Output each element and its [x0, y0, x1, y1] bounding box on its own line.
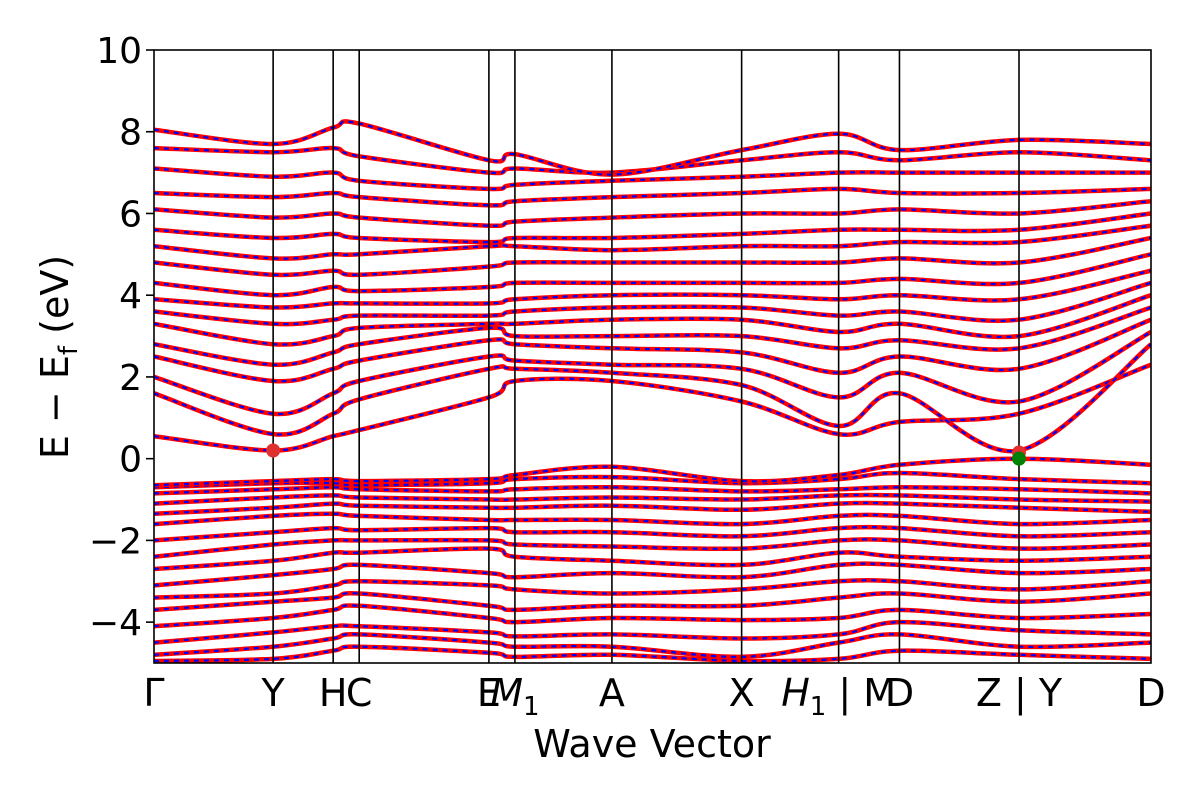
band-28-spin-up [154, 198, 1151, 229]
y-tick-label-0: 10 [96, 31, 142, 72]
y-tick-label-3: 4 [119, 276, 142, 317]
y-tick-label-1: 8 [119, 113, 142, 154]
cbm-marker-0 [266, 443, 281, 458]
band-7-spin-up [154, 546, 1151, 572]
band-13-spin-down [154, 486, 1151, 495]
y-axis-title-unit: (eV) [33, 255, 77, 334]
band-9-spin-down [154, 526, 1151, 542]
y-axis-title-sub: f [54, 345, 84, 355]
band-14-spin-down [154, 471, 1151, 489]
x-axis-title: Wave Vector [533, 722, 771, 766]
y-tick-label-5: 0 [119, 440, 142, 481]
band-10-spin-down [154, 512, 1151, 526]
band-2-spin-down [154, 620, 1151, 644]
band-11-spin-down [154, 501, 1151, 515]
band-32-spin-up [154, 119, 1151, 177]
x-tick-label-10: Z | Y [976, 671, 1063, 716]
x-tick-label-2: H [319, 671, 348, 715]
band-4-spin-down [154, 592, 1151, 612]
y-axis-title: E − Ef (eV) [33, 255, 84, 459]
x-tick-label-7: X [729, 671, 755, 715]
band-29-spin-up [154, 186, 1151, 208]
band-29-spin-down [154, 187, 1151, 207]
band-32-spin-down [154, 120, 1151, 176]
y-tick-label-2: 6 [119, 194, 142, 235]
band-10-spin-up [154, 511, 1151, 527]
band-13-spin-up [154, 484, 1151, 496]
bands-layer [154, 119, 1151, 663]
y-tick-label-6: −2 [89, 521, 142, 562]
y-tick-label-4: 2 [119, 358, 142, 399]
x-tick-label-8: H1 | M [781, 671, 896, 722]
band-2-spin-up [154, 619, 1151, 645]
band-19-spin-down [154, 318, 1151, 383]
band-12-spin-down [154, 493, 1151, 505]
y-axis-title-main: E − E [33, 355, 77, 459]
band-edge-markers-layer [266, 443, 1026, 466]
band-5-spin-down [154, 579, 1151, 599]
band-21-spin-down [154, 294, 1151, 346]
x-tick-label-9: D [885, 671, 914, 715]
band-15-spin-down [154, 457, 1151, 487]
band-0-spin-down [154, 645, 1151, 663]
band-23-spin-up [154, 268, 1151, 310]
y-tick-label-7: −4 [89, 603, 142, 644]
band-11-spin-up [154, 500, 1151, 517]
band-8-spin-down [154, 538, 1151, 558]
y-ticks-layer: 10 8 6 4 2 0 −2 −4 [89, 31, 154, 644]
x-tick-label-5: M1 [490, 671, 539, 722]
vbm-marker-2 [1011, 451, 1026, 466]
band-6-spin-down [154, 562, 1151, 587]
band-15-spin-up [154, 456, 1151, 488]
band-3-spin-up [154, 603, 1151, 629]
kpoint-lines-layer [272, 50, 1020, 663]
band-27-spin-down [154, 212, 1151, 244]
x-tick-label-6: A [599, 671, 625, 715]
band-23-spin-down [154, 269, 1151, 309]
band-30-spin-down [154, 167, 1151, 191]
band-12-spin-up [154, 492, 1151, 506]
x-tick-label-11: D [1136, 671, 1165, 715]
x-tick-label-3: C [346, 671, 373, 715]
band-20-spin-down [154, 306, 1151, 366]
band-18-spin-down [154, 331, 1151, 415]
x-tick-label-1: Y [261, 671, 286, 715]
x-tick-label-0: Γ [143, 671, 164, 715]
band-28-spin-down [154, 200, 1151, 227]
x-tick-label-4: E [477, 671, 501, 715]
plot-frame [153, 49, 1152, 664]
